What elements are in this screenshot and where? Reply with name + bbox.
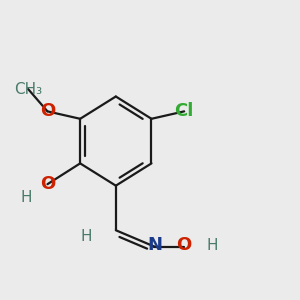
Text: H: H	[80, 229, 92, 244]
Text: H: H	[21, 190, 32, 205]
Text: O: O	[177, 236, 192, 254]
Text: H: H	[207, 238, 218, 253]
Text: Cl: Cl	[175, 102, 194, 120]
Text: O: O	[40, 102, 55, 120]
Text: N: N	[147, 236, 162, 254]
Text: CH₃: CH₃	[14, 82, 42, 97]
Text: O: O	[40, 175, 55, 193]
